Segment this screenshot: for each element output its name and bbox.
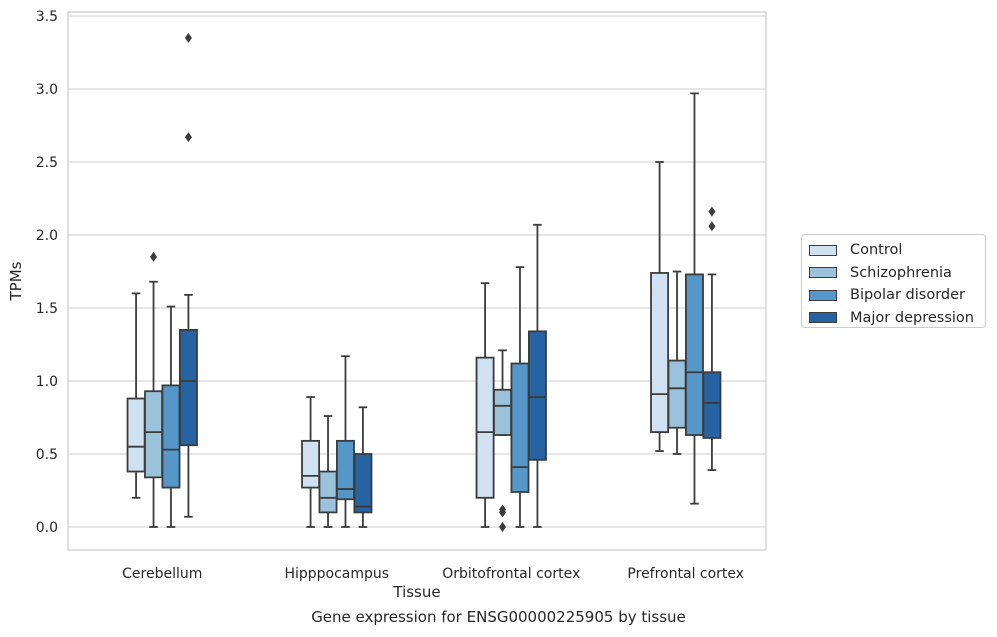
x-axis-label: Tissue — [392, 583, 440, 601]
legend-item-major-depression: Major depression — [809, 307, 985, 330]
box-body — [667, 359, 687, 429]
box-schizophrenia-orbitofrontal-cortex — [493, 349, 512, 532]
y-tick-label: 3.0 — [36, 82, 58, 98]
box-control-hipppocampus — [301, 396, 321, 528]
legend-item-schizophrenia: Schizophrenia — [809, 262, 985, 285]
box-bipolar-disorder-hipppocampus — [336, 355, 355, 528]
y-tick-label: 1.0 — [36, 374, 58, 390]
legend-swatch-control — [809, 244, 837, 256]
y-axis-ticks: 0.0 0.5 1.0 1.5 2.0 2.5 3.0 3.5 — [36, 9, 58, 536]
x-tick-label: Cerebellum — [122, 566, 202, 582]
legend-swatch-major-depression — [809, 312, 837, 324]
outlier-point — [184, 32, 192, 43]
legend-swatch-bipolar-disorder — [809, 289, 837, 301]
box-body — [336, 439, 355, 501]
legend-swatch-schizophrenia — [809, 267, 837, 279]
box-body — [510, 362, 530, 493]
x-tick-label: Prefrontal cortex — [627, 566, 744, 582]
box-control-prefrontal-cortex — [650, 161, 670, 452]
legend-label: Control — [850, 242, 903, 259]
x-tick-label: Orbitofrontal cortex — [442, 566, 580, 582]
x-axis-ticks: Cerebellum Hipppocampus Orbitofrontal cort… — [122, 566, 744, 582]
legend-item-bipolar-disorder: Bipolar disorder — [809, 284, 985, 307]
box-schizophrenia-hipppocampus — [318, 415, 338, 528]
legend-label: Schizophrenia — [850, 264, 952, 281]
box-body — [527, 330, 547, 461]
box-body — [178, 328, 198, 447]
box-body — [493, 388, 512, 436]
box-body — [353, 453, 373, 514]
box-bipolar-disorder-prefrontal-cortex — [685, 92, 704, 505]
outlier-point — [150, 251, 158, 262]
outlier-point — [184, 132, 192, 143]
chart-legend: Control Schizophrenia Bipolar disorder M… — [801, 234, 986, 328]
box-major-depression-cerebellum — [178, 32, 198, 518]
box-body — [301, 439, 321, 489]
y-tick-label: 0.5 — [36, 447, 58, 463]
y-tick-label: 1.5 — [36, 301, 58, 317]
y-tick-label: 0.0 — [36, 520, 58, 536]
box-body — [475, 356, 495, 499]
outlier-point — [708, 221, 716, 232]
box-body — [685, 273, 704, 436]
box-body — [144, 390, 163, 479]
box-major-depression-hipppocampus — [353, 406, 373, 528]
box-control-orbitofrontal-cortex — [475, 282, 495, 528]
box-bipolar-disorder-orbitofrontal-cortex — [510, 266, 530, 528]
box-body — [161, 384, 181, 489]
y-tick-label: 3.5 — [36, 9, 58, 25]
box-layer — [126, 32, 722, 532]
box-major-depression-orbitofrontal-cortex — [527, 223, 547, 528]
box-schizophrenia-cerebellum — [144, 251, 163, 528]
box-control-cerebellum — [126, 292, 146, 499]
box-body — [702, 371, 722, 439]
outlier-point — [708, 206, 716, 217]
legend-item-control: Control — [809, 239, 985, 262]
legend-label: Bipolar disorder — [850, 287, 965, 304]
box-body — [318, 470, 338, 514]
box-body — [126, 397, 146, 473]
box-major-depression-prefrontal-cortex — [702, 206, 722, 471]
box-schizophrenia-prefrontal-cortex — [667, 270, 687, 455]
x-tick-label: Hipppocampus — [284, 566, 389, 582]
outlier-point — [499, 507, 507, 518]
y-tick-label: 2.5 — [36, 155, 58, 171]
box-body — [650, 272, 670, 433]
plot-area-frame — [67, 11, 767, 551]
chart-caption: Gene expression for ENSG00000225905 by t… — [311, 608, 686, 626]
outlier-point — [499, 522, 507, 532]
legend-label: Major depression — [850, 309, 974, 326]
y-tick-label: 2.0 — [36, 228, 58, 244]
y-axis-label: TPMs — [7, 261, 25, 301]
box-bipolar-disorder-cerebellum — [161, 305, 181, 528]
